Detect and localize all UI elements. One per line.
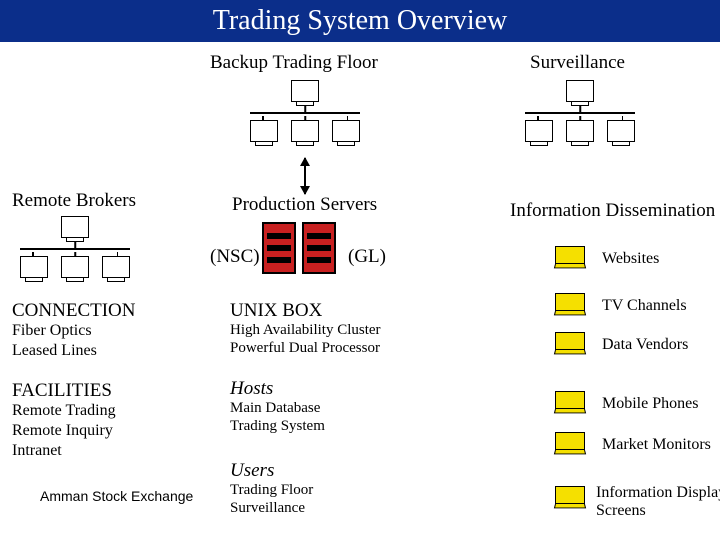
- terminal-icon: [555, 332, 587, 356]
- page-title: Trading System Overview: [0, 0, 720, 42]
- terminal-icon: [555, 432, 587, 456]
- right-item-mobile: Mobile Phones: [602, 395, 698, 413]
- surveillance-cluster-icon: [525, 80, 635, 142]
- hosts-line-1: Main Database: [230, 400, 320, 417]
- users-line-1: Trading Floor: [230, 482, 313, 499]
- server-rack-gl-icon: [302, 222, 336, 274]
- terminal-icon: [555, 486, 587, 510]
- facilities-heading: FACILITIES: [12, 380, 112, 402]
- right-item-websites: Websites: [602, 250, 659, 268]
- users-line-2: Surveillance: [230, 500, 305, 517]
- right-item-display-1: Information Display: [596, 484, 720, 502]
- right-item-tv: TV Channels: [602, 297, 687, 315]
- facilities-line-2: Remote Inquiry: [12, 422, 113, 440]
- unix-heading: UNIX BOX: [230, 300, 322, 322]
- info-dissemination-label: Information Dissemination: [510, 200, 715, 222]
- footer-text: Amman Stock Exchange: [40, 488, 193, 504]
- unix-line-1: High Availability Cluster: [230, 322, 381, 339]
- facilities-line-3: Intranet: [12, 442, 62, 460]
- facilities-line-1: Remote Trading: [12, 402, 116, 420]
- connection-heading: CONNECTION: [12, 300, 136, 322]
- right-item-display-2: Screens: [596, 502, 646, 520]
- arrow-backup-to-production: [304, 158, 306, 194]
- connection-line-2: Leased Lines: [12, 342, 97, 360]
- unix-line-2: Powerful Dual Processor: [230, 340, 380, 357]
- backup-cluster-icon: [250, 80, 360, 142]
- remote-brokers-label: Remote Brokers: [12, 190, 136, 212]
- terminal-icon: [555, 391, 587, 415]
- connection-line-1: Fiber Optics: [12, 322, 92, 340]
- users-heading: Users: [230, 460, 274, 482]
- backup-label: Backup Trading Floor: [210, 52, 378, 74]
- terminal-icon: [555, 293, 587, 317]
- right-item-market: Market Monitors: [602, 436, 711, 454]
- hosts-line-2: Trading System: [230, 418, 325, 435]
- gl-label: (GL): [348, 246, 386, 268]
- hosts-heading: Hosts: [230, 378, 273, 400]
- terminal-icon: [555, 246, 587, 270]
- nsc-label: (NSC): [210, 246, 260, 268]
- remote-brokers-cluster-icon: [20, 216, 130, 278]
- right-item-vendors: Data Vendors: [602, 336, 688, 354]
- server-rack-nsc-icon: [262, 222, 296, 274]
- surveillance-label: Surveillance: [530, 52, 625, 74]
- production-servers-label: Production Servers: [232, 194, 377, 216]
